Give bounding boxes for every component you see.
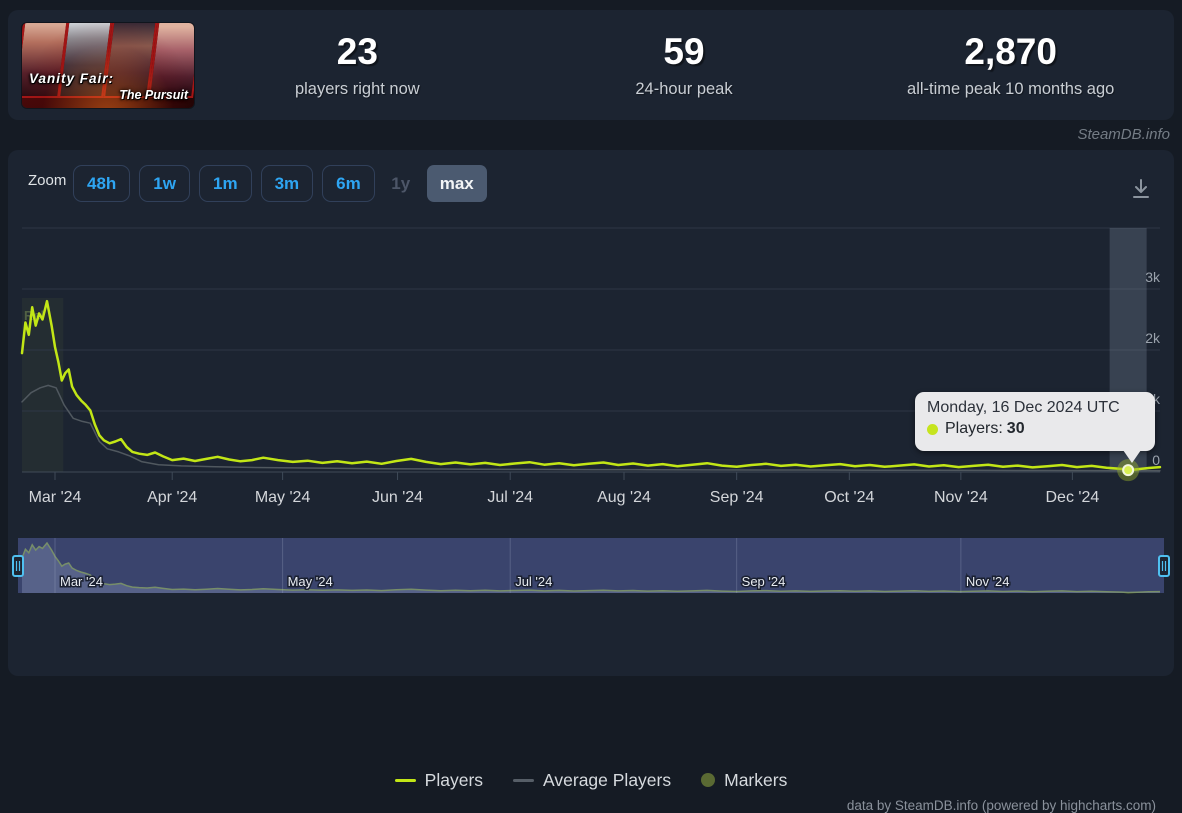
legend-item-markers[interactable]: Markers — [701, 770, 787, 791]
game-title-line2: The Pursuit — [119, 87, 188, 102]
series-line-average-players — [21, 384, 1161, 472]
zoom-buttons: 48h 1w 1m 3m 6m 1y max — [64, 165, 487, 202]
capsule-glow — [22, 22, 194, 108]
zoom-button-1y: 1y — [384, 165, 418, 202]
download-icon[interactable] — [1128, 176, 1154, 202]
x-axis-label: Apr '24 — [147, 489, 197, 506]
players-line-swatch — [394, 778, 416, 782]
x-axis-label: Sep '24 — [710, 489, 764, 506]
x-axis-label: Jun '24 — [372, 489, 423, 506]
legend-label: Players — [424, 769, 484, 790]
chart-card: Zoom 48h 1w 1m 3m 6m 1y max Rel Mar '24 Apr '24 M… — [8, 150, 1174, 813]
navigator-selected-mask[interactable] — [18, 538, 1164, 593]
game-title-line1: Vanity Fair: — [29, 70, 115, 86]
x-axis-label: Nov '24 — [934, 489, 988, 506]
zoom-button-1m[interactable]: 1m — [198, 165, 252, 202]
tooltip-series-dot — [927, 423, 938, 435]
stat-24h-peak: 59 24-hour peak — [521, 31, 848, 99]
x-axis-label: Dec '24 — [1045, 489, 1099, 506]
navigator-axis-label: Sep '24 — [742, 574, 786, 589]
game-capsule-image[interactable]: Vanity Fair: The Pursuit — [22, 22, 194, 108]
x-axis-label: Jul '24 — [487, 489, 533, 506]
zoom-button-48h[interactable]: 48h — [73, 165, 131, 202]
navigator-axis-label: Nov '24 — [966, 574, 1010, 589]
navigator-left-handle[interactable] — [12, 555, 24, 577]
stat-label: players right now — [294, 79, 420, 98]
stat-label: all-time peak 10 months ago — [907, 79, 1115, 98]
navigator-axis-label: Jul '24 — [515, 574, 552, 589]
tooltip-date: Monday, 16 Dec 2024 UTC — [927, 399, 1120, 416]
chart-toolbar: Zoom 48h 1w 1m 3m 6m 1y max — [8, 150, 1174, 216]
zoom-button-max[interactable]: max — [426, 165, 487, 202]
chart-legend: Players Average Players Markers — [8, 763, 1174, 797]
chart-tooltip: Monday, 16 Dec 2024 UTC Players: 30 — [915, 392, 1155, 463]
zoom-button-3m[interactable]: 3m — [260, 165, 314, 202]
legend-item-players[interactable]: Players — [394, 769, 484, 791]
x-axis-label: Oct '24 — [824, 489, 874, 506]
release-marker-band — [22, 298, 64, 472]
hover-marker-point[interactable] — [1122, 464, 1135, 477]
navigator-right-handle[interactable] — [1158, 555, 1170, 577]
navigator-axis-label: Mar '24 — [60, 574, 103, 589]
page: Vanity Fair: The Pursuit 23 players righ… — [8, 10, 1174, 813]
series-line-players — [20, 299, 1162, 472]
tooltip-series-row: Players: 30 — [927, 420, 1143, 438]
x-axis-label: Aug '24 — [597, 489, 651, 506]
tooltip-series-name: Players: — [945, 420, 1003, 437]
x-axis-label: Mar '24 — [29, 489, 82, 506]
y-axis-label: 0 — [1152, 452, 1160, 468]
stat-value: 23 — [336, 31, 378, 73]
legend-label: Markers — [724, 769, 788, 790]
stat-alltime-peak: 2,870 all-time peak 10 months ago — [847, 31, 1174, 99]
average-players-line-swatch — [513, 778, 535, 782]
markers-circle-swatch — [701, 773, 716, 787]
chart-credits: data by SteamDB.info (powered by highcha… — [846, 798, 1156, 813]
stats-row: 23 players right now 59 24-hour peak 2,8… — [194, 31, 1174, 99]
legend-item-average-players[interactable]: Average Players — [513, 770, 671, 791]
zoom-button-6m[interactable]: 6m — [322, 165, 375, 202]
stats-card: Vanity Fair: The Pursuit 23 players righ… — [8, 10, 1174, 120]
x-axis-label: May '24 — [255, 489, 311, 506]
y-axis-label: 3k — [1145, 269, 1161, 285]
tooltip-series-value: 30 — [1006, 420, 1025, 437]
legend-label: Average Players — [543, 769, 672, 790]
stat-label: 24-hour peak — [635, 79, 733, 98]
steamdb-watermark: SteamDB.info — [1077, 126, 1170, 143]
navigator-axis-label: May '24 — [288, 574, 333, 589]
stat-value: 2,870 — [964, 31, 1057, 73]
stat-current-players: 23 players right now — [194, 31, 521, 99]
stat-value: 59 — [663, 31, 705, 73]
y-axis-label: 2k — [1145, 330, 1161, 346]
zoom-label: Zoom — [28, 172, 67, 189]
zoom-button-1w[interactable]: 1w — [139, 165, 190, 202]
